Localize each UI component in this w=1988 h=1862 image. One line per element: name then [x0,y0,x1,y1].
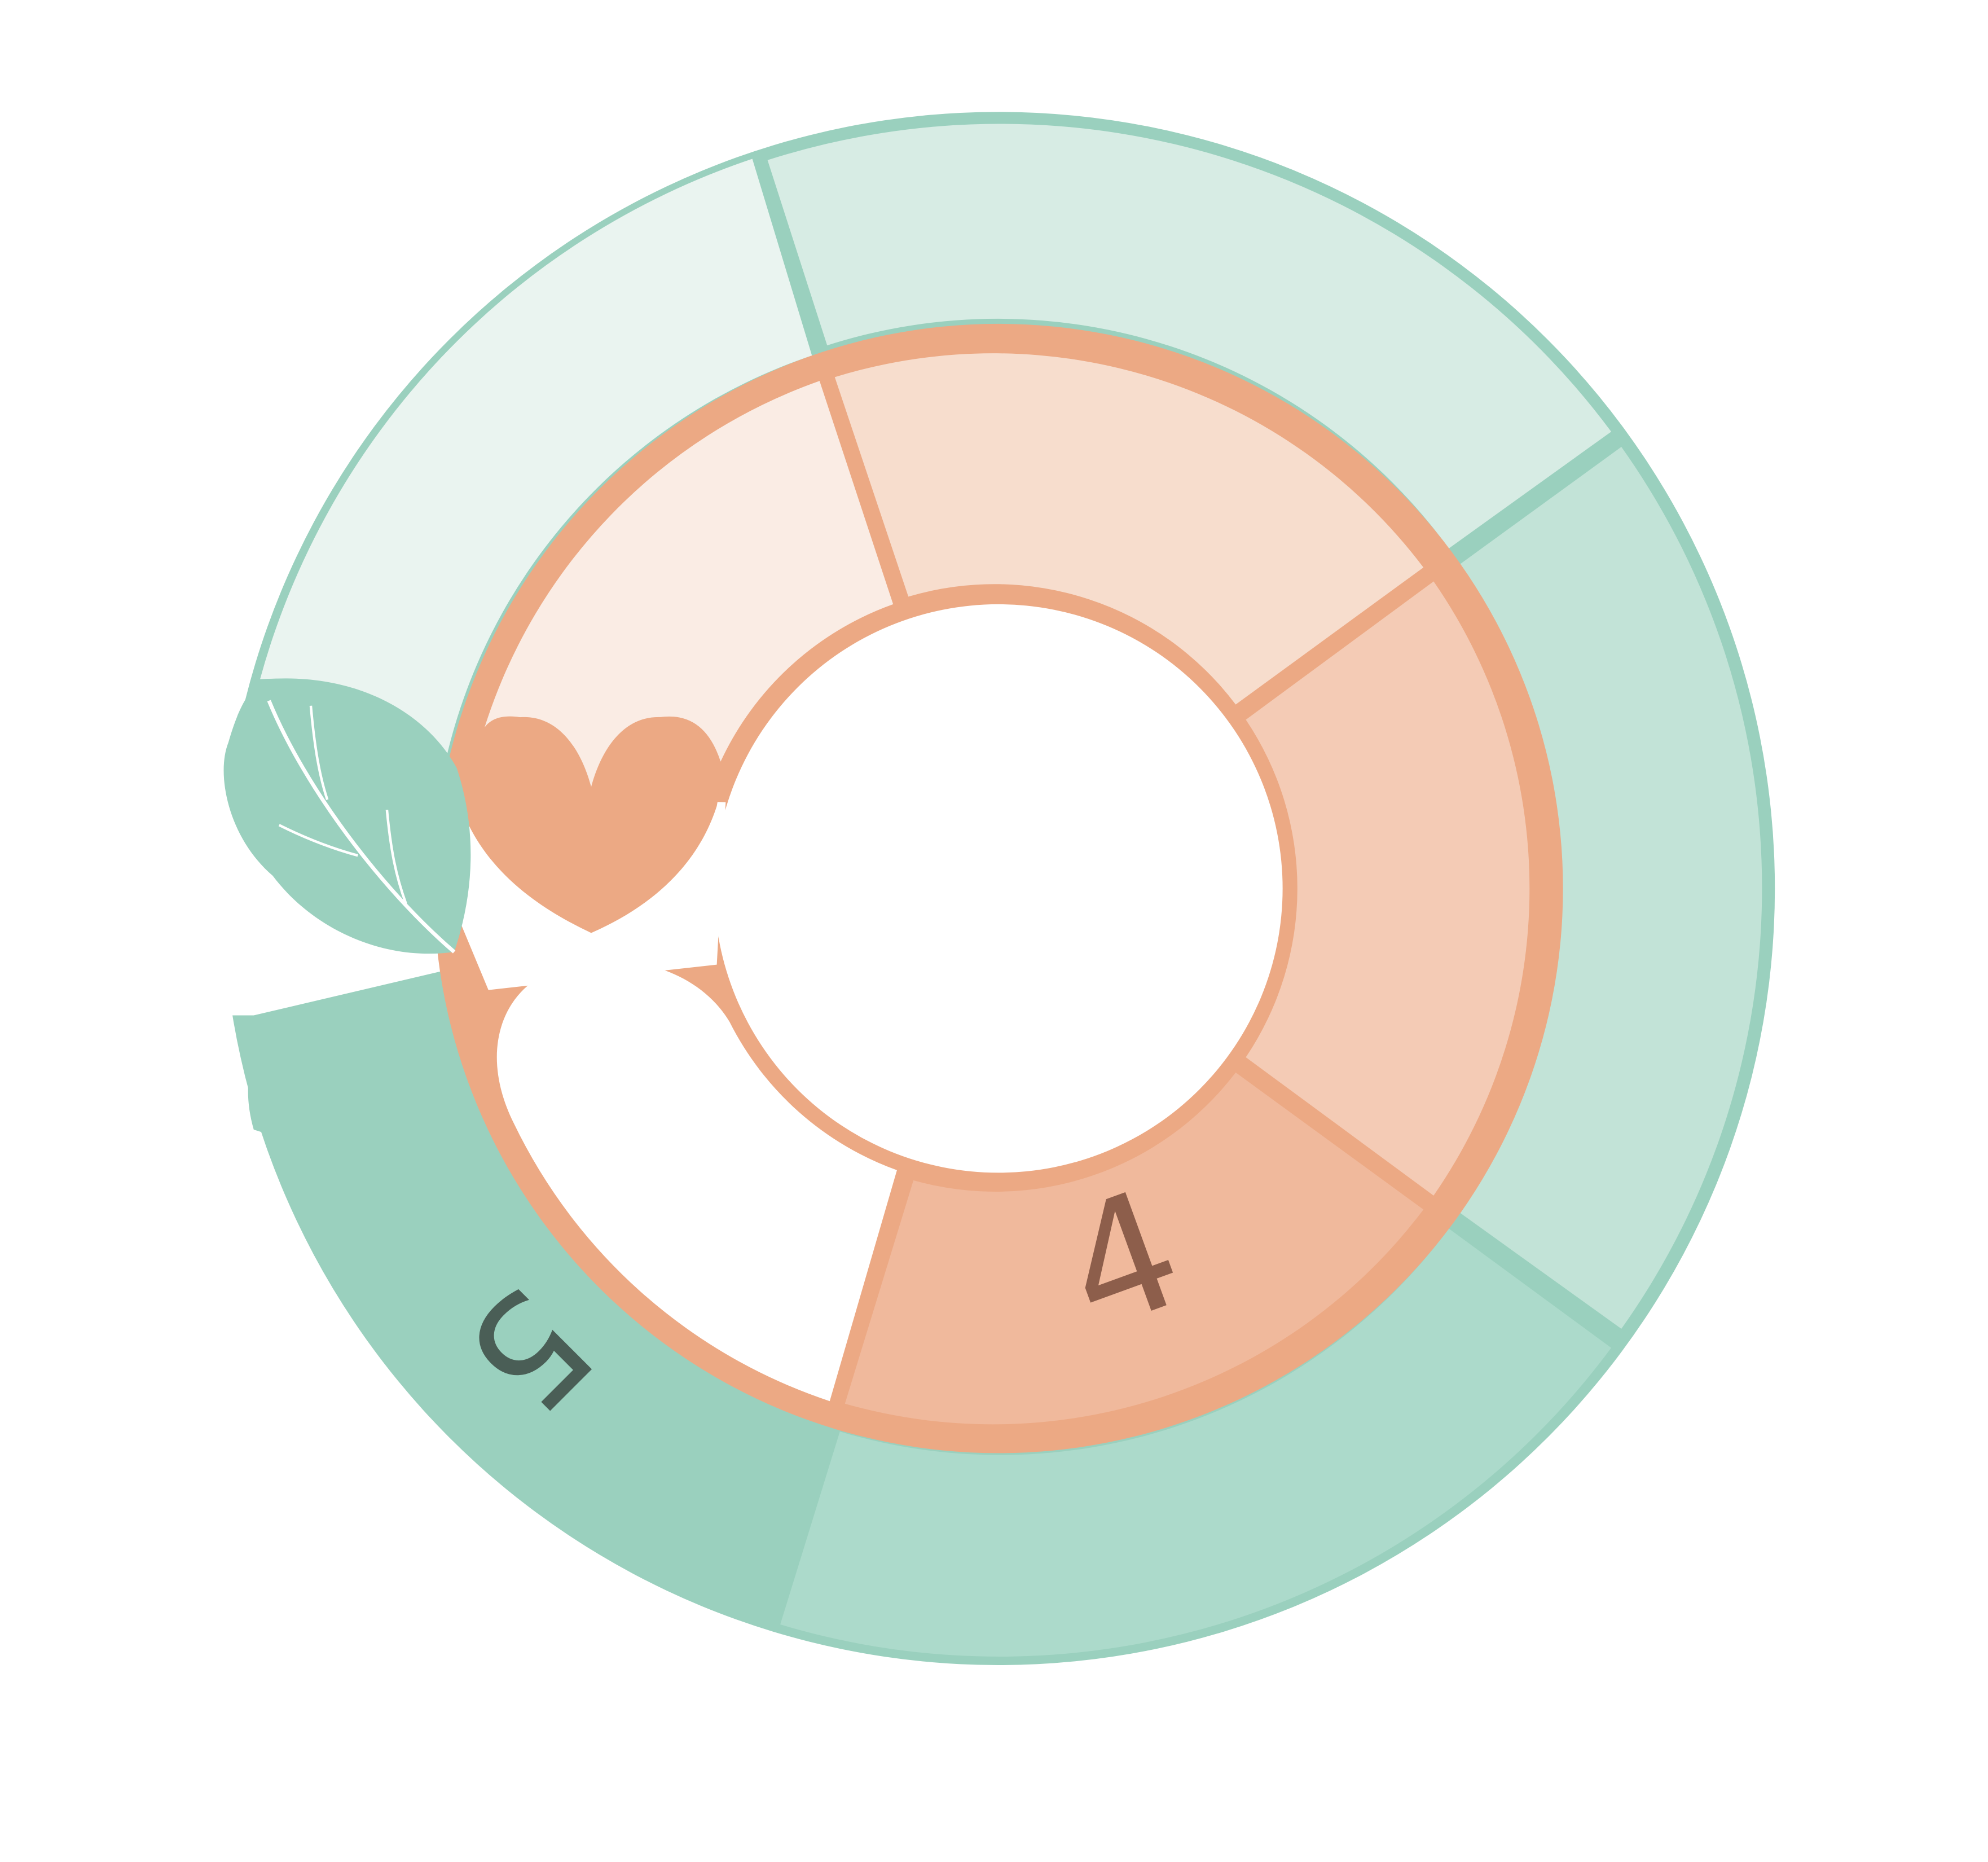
leaf-icon-back [223,678,471,954]
leaf-icon-vein-2 [278,824,358,857]
inner-segment-3 [1246,581,1530,1196]
heart-icon [463,717,719,933]
leaf-icon-vein [267,700,456,954]
inner-ring [434,323,1563,1453]
inner-segment-tail [496,960,897,1402]
center-hole [714,604,1283,1173]
inner-segment-4 [845,1072,1424,1425]
leaf-icon [223,678,471,954]
leaf-icon-vein-3 [385,810,407,904]
outer-segment-4 [780,1228,1612,1657]
outer-segment-2 [767,124,1612,548]
outer-segment-1 [260,159,812,768]
inner-segment-1 [485,381,894,787]
outer-ring-gap [203,776,470,1016]
inner-segment-2 [834,353,1424,705]
outer-segment-3 [1459,447,1762,1329]
leaf-icon-vein-1 [309,705,329,800]
